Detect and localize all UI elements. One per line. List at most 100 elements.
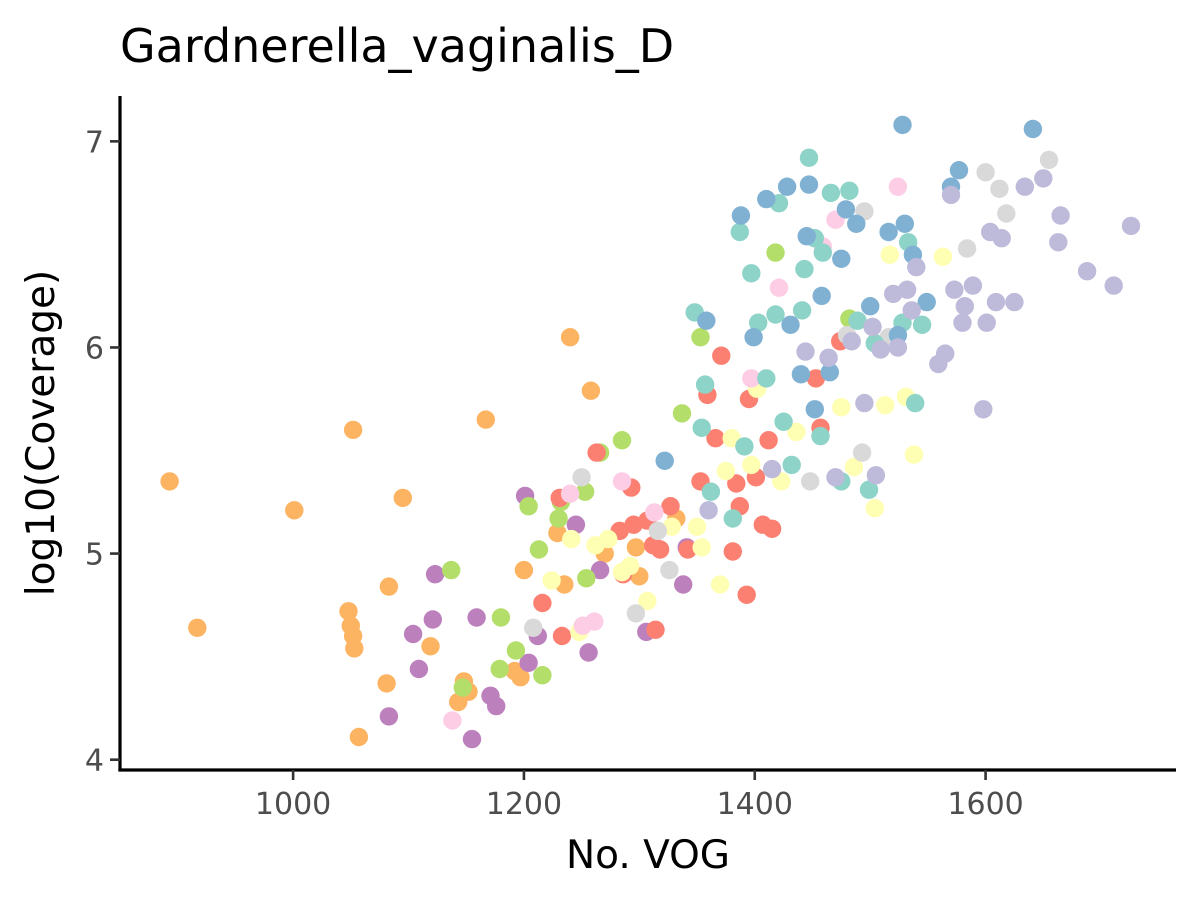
data-point <box>757 189 776 209</box>
data-point <box>844 457 864 477</box>
data-point <box>662 517 681 536</box>
data-point <box>599 529 618 549</box>
data-point <box>782 455 801 475</box>
data-point <box>1039 150 1059 170</box>
data-point <box>842 332 861 351</box>
data-point <box>612 472 632 491</box>
data-point <box>865 499 884 518</box>
data-point <box>832 398 851 417</box>
data-point <box>737 585 756 604</box>
data-point <box>562 529 581 549</box>
data-point <box>863 317 882 337</box>
data-point <box>710 575 730 594</box>
data-point <box>811 426 830 446</box>
data-point <box>379 707 399 726</box>
data-point <box>379 577 399 596</box>
data-point <box>832 249 851 268</box>
data-point <box>1051 206 1070 225</box>
data-point <box>1121 216 1141 236</box>
data-point <box>421 637 440 656</box>
data-point <box>855 393 874 413</box>
data-point <box>345 639 364 658</box>
data-point <box>990 179 1009 198</box>
data-point <box>514 560 534 580</box>
data-point <box>678 540 697 559</box>
data-point <box>692 538 711 557</box>
data-point <box>1034 169 1053 188</box>
data-point <box>1015 177 1034 196</box>
data-point <box>585 612 604 631</box>
data-point <box>423 610 442 629</box>
data-point <box>893 115 912 135</box>
data-point <box>774 412 793 431</box>
data-point <box>691 328 710 347</box>
data-point <box>762 459 782 479</box>
data-point <box>674 575 693 594</box>
data-point <box>490 659 509 679</box>
data-point <box>409 659 429 679</box>
data-point <box>1049 233 1068 252</box>
x-axis-title: No. VOG <box>566 833 730 878</box>
data-point <box>377 674 396 693</box>
data-point <box>888 177 908 196</box>
data-point <box>626 538 646 557</box>
data-point <box>742 455 761 475</box>
data-point <box>917 292 936 312</box>
points-layer <box>160 115 1141 749</box>
data-point <box>912 315 932 334</box>
data-point <box>884 284 903 304</box>
x-tick-label: 1600 <box>947 787 1023 822</box>
data-point <box>575 482 595 501</box>
data-point <box>590 560 610 580</box>
data-point <box>727 474 746 493</box>
data-point <box>519 653 538 672</box>
data-point <box>572 468 591 487</box>
data-point <box>506 641 526 660</box>
data-point <box>992 229 1011 248</box>
data-point <box>997 204 1016 223</box>
data-point <box>476 410 495 429</box>
data-point <box>731 206 751 225</box>
data-point <box>777 177 797 196</box>
data-point <box>986 292 1006 312</box>
x-tick-label: 1400 <box>717 787 793 822</box>
data-point <box>895 214 914 233</box>
data-point <box>735 437 754 456</box>
data-point <box>876 396 895 415</box>
data-point <box>799 148 819 167</box>
data-point <box>533 593 552 613</box>
data-point <box>699 501 718 520</box>
data-point <box>612 431 632 450</box>
data-point <box>566 515 586 534</box>
data-point <box>579 643 598 662</box>
data-point <box>638 591 657 611</box>
data-point <box>847 214 866 233</box>
data-point <box>742 264 761 283</box>
y-axis-ticks: 4 5 6 7 <box>85 125 120 779</box>
data-point <box>620 556 640 576</box>
data-point <box>712 346 731 365</box>
data-point <box>524 618 543 637</box>
data-point <box>587 443 606 462</box>
data-point <box>820 363 839 382</box>
data-point <box>393 488 412 508</box>
data-point <box>812 286 831 306</box>
data-point <box>797 227 816 246</box>
data-point <box>723 509 742 528</box>
data-point <box>701 482 721 501</box>
data-point <box>821 183 841 203</box>
data-point <box>660 560 679 580</box>
data-point <box>697 311 716 330</box>
data-point <box>866 466 886 485</box>
data-point <box>861 297 880 316</box>
y-tick-label: 7 <box>85 125 104 160</box>
data-point <box>762 519 782 538</box>
data-point <box>695 375 715 394</box>
data-point <box>974 400 993 419</box>
data-point <box>848 311 867 330</box>
data-point <box>403 624 423 644</box>
data-point <box>1005 292 1024 312</box>
data-point <box>687 517 707 536</box>
data-point <box>343 420 363 440</box>
data-point <box>976 163 995 182</box>
